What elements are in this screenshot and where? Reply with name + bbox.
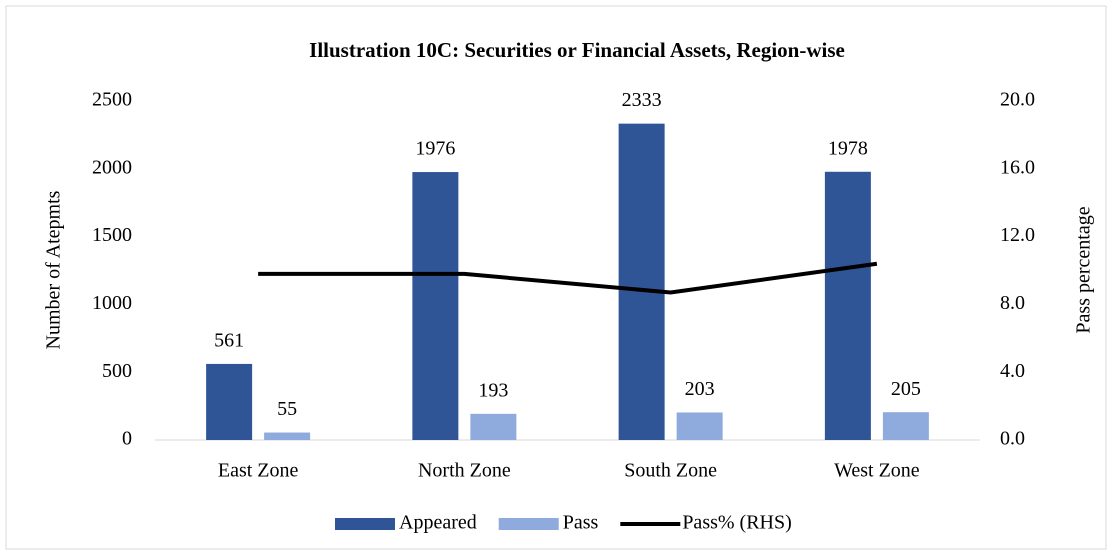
y-tick-label: 0 (122, 428, 132, 450)
data-label: 561 (214, 330, 244, 352)
bar (824, 171, 871, 440)
bar (470, 413, 517, 440)
x-tick-label: East Zone (218, 460, 299, 482)
data-label: 193 (478, 379, 508, 401)
y2-tick-label: 8.0 (1000, 292, 1025, 314)
x-tick-label: North Zone (418, 460, 511, 482)
x-tick-label: West Zone (834, 460, 920, 482)
y2-axis-label: Pass percentage (1073, 206, 1095, 333)
bar (206, 363, 253, 440)
data-label: 2333 (622, 89, 662, 111)
y-axis-label: Number of Atepmts (43, 190, 65, 349)
bar (676, 412, 723, 440)
bar (882, 412, 929, 440)
legend-swatch (335, 518, 395, 530)
y2-tick-label: 0.0 (1000, 428, 1025, 450)
y-tick-label: 1500 (92, 224, 132, 246)
x-tick-label: South Zone (624, 460, 717, 482)
data-label: 55 (277, 398, 297, 420)
y-tick-label: 2500 (92, 89, 132, 111)
legend-label: Pass% (RHS) (682, 512, 791, 534)
line-series (258, 261, 878, 295)
y2-tick-label: 12.0 (1000, 224, 1035, 246)
y-tick-label: 2000 (92, 156, 132, 178)
legend-swatch (498, 518, 559, 530)
y2-tick-label: 16.0 (1000, 156, 1035, 178)
y2-tick-label: 4.0 (1000, 360, 1025, 382)
legend-label: Appeared (399, 512, 477, 534)
bar (618, 123, 665, 440)
chart-title: Illustration 10C: Securities or Financia… (309, 38, 845, 62)
y-tick-label: 500 (102, 360, 132, 382)
bar (412, 172, 459, 441)
bar (264, 432, 311, 440)
data-label: 1978 (828, 137, 868, 159)
data-label: 205 (891, 378, 921, 400)
y2-tick-label: 20.0 (1000, 89, 1035, 111)
legend-label: Pass (563, 512, 599, 534)
y-tick-label: 1000 (92, 292, 132, 314)
chart-border (5, 5, 1107, 550)
data-label: 1976 (415, 138, 455, 160)
data-label: 203 (685, 378, 715, 400)
